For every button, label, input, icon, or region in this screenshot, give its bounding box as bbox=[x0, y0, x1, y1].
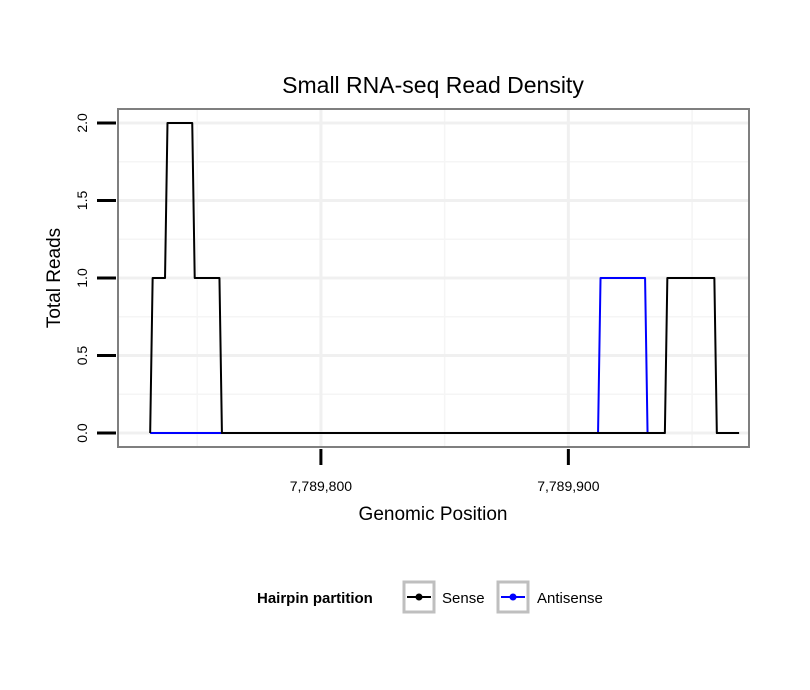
x-tick-label: 7,789,900 bbox=[537, 478, 599, 494]
chart-title: Small RNA-seq Read Density bbox=[282, 72, 584, 98]
legend-key-sense-dot bbox=[415, 593, 423, 601]
y-tick-label: 0.5 bbox=[74, 346, 90, 366]
legend-key-antisense-dot bbox=[509, 593, 517, 601]
x-tick-label: 7,789,800 bbox=[290, 478, 352, 494]
legend: Hairpin partition Sense Antisense bbox=[257, 580, 603, 614]
y-axis-title: Total Reads bbox=[44, 228, 65, 328]
y-tick-label: 1.0 bbox=[74, 268, 90, 288]
series-line-sense bbox=[149, 121, 740, 435]
axes: 0.0 0.5 1.0 1.5 2.0 7,789,800 7,789,900 bbox=[74, 113, 600, 494]
y-tick-label: 1.5 bbox=[74, 191, 90, 211]
y-tick-label: 0.0 bbox=[74, 423, 90, 443]
plot-panel-border bbox=[117, 108, 750, 448]
legend-label-antisense: Antisense bbox=[537, 590, 603, 607]
legend-title: Hairpin partition bbox=[257, 590, 373, 607]
y-tick-label: 2.0 bbox=[74, 113, 90, 133]
legend-label-sense: Sense bbox=[442, 590, 485, 607]
x-axis-title: Genomic Position bbox=[359, 504, 508, 525]
plot-series bbox=[149, 121, 740, 435]
